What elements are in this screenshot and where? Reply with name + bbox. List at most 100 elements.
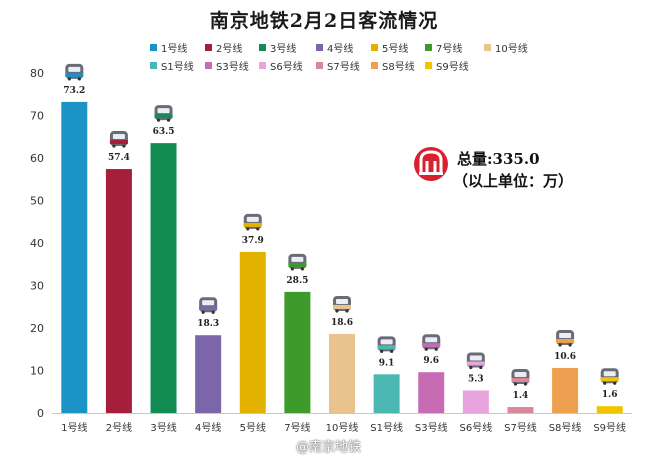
legend-swatch xyxy=(259,44,266,51)
bar-group: 18.6 xyxy=(329,295,355,413)
y-tick-label: 40 xyxy=(30,237,44,250)
chart-title: 南京地铁2月2日客流情况 xyxy=(209,10,439,32)
x-tick-label: 3号线 xyxy=(150,421,176,434)
x-tick-label: S1号线 xyxy=(370,421,403,434)
legend-label: S7号线 xyxy=(327,60,360,73)
legend-label: S8号线 xyxy=(382,60,415,73)
train-icon xyxy=(154,105,173,122)
legend-item: 7号线 xyxy=(425,42,462,55)
y-tick-label: 30 xyxy=(30,280,44,293)
nanjing-metro-logo xyxy=(414,147,448,181)
train-icon xyxy=(109,131,128,148)
legend-swatch xyxy=(484,44,491,51)
x-tick-label: S8号线 xyxy=(549,421,582,434)
legend-item: 3号线 xyxy=(259,42,296,55)
bar-group: 9.6 xyxy=(418,334,445,413)
x-tick-label: S9号线 xyxy=(593,421,626,434)
y-tick-label: 20 xyxy=(30,322,44,335)
legend-label: 1号线 xyxy=(161,42,187,55)
bar xyxy=(329,333,355,413)
legend-swatch xyxy=(150,62,157,69)
legend-item: S1号线 xyxy=(150,60,194,73)
legend-swatch xyxy=(150,44,157,51)
train-icon xyxy=(333,295,351,313)
bar-group: 73.2 xyxy=(61,63,88,414)
legend-label: 3号线 xyxy=(270,42,296,55)
value-label: 57.4 xyxy=(108,153,130,163)
bar-group: 10.6 xyxy=(552,329,579,413)
bar xyxy=(418,372,445,413)
bar xyxy=(462,390,489,413)
legend-label: 5号线 xyxy=(382,42,408,55)
x-tick-label: 4号线 xyxy=(195,421,221,434)
legend-swatch xyxy=(316,44,323,51)
value-label: 37.9 xyxy=(242,236,264,246)
legend-label: S1号线 xyxy=(161,60,194,73)
value-label: 9.1 xyxy=(379,358,395,368)
x-tick-label: S3号线 xyxy=(415,421,448,434)
y-tick-label: 0 xyxy=(37,407,44,420)
legend-label: 4号线 xyxy=(327,42,353,55)
legend-swatch xyxy=(425,62,432,69)
bar-group: 18.3 xyxy=(195,297,222,413)
x-tick-label: 10号线 xyxy=(326,421,359,434)
legend-swatch xyxy=(425,44,432,51)
value-label: 73.2 xyxy=(63,86,85,96)
bar xyxy=(507,407,534,413)
legend-item: 10号线 xyxy=(484,42,528,55)
bar xyxy=(552,367,579,413)
train-icon xyxy=(199,297,218,314)
x-tick-label: 2号线 xyxy=(106,421,132,434)
legend-item: S3号线 xyxy=(205,60,249,73)
train-icon xyxy=(556,329,575,347)
bar-group: 57.4 xyxy=(105,131,132,413)
value-label: 63.5 xyxy=(153,127,175,137)
bar-group: 5.3 xyxy=(462,352,489,413)
y-tick-label: 60 xyxy=(30,152,44,165)
value-label: 18.3 xyxy=(197,319,219,329)
value-label: 5.3 xyxy=(468,374,484,384)
y-tick-label: 70 xyxy=(30,110,44,123)
bar-group: 37.9 xyxy=(239,213,266,413)
x-tick-label: S7号线 xyxy=(504,421,537,434)
x-tick-label: 1号线 xyxy=(61,421,87,434)
y-tick-label: 10 xyxy=(30,365,44,378)
legend-item: 2号线 xyxy=(205,42,242,55)
legend-label: 2号线 xyxy=(216,42,242,55)
x-axis: 1号线 2号线 3号线 4号线 5号线 7号线 10号线 S1号线 S3号线 S6号线 S7号线 S8… xyxy=(61,421,626,434)
legend-swatch xyxy=(371,62,378,69)
legend-item: 4号线 xyxy=(316,42,353,55)
bar-group: 28.5 xyxy=(284,253,311,413)
train-icon xyxy=(288,253,307,271)
value-label: 10.6 xyxy=(554,352,576,362)
train-icon xyxy=(65,63,84,81)
bar-group: 1.6 xyxy=(596,368,623,413)
legend-swatch xyxy=(316,62,323,69)
bar-group: 9.1 xyxy=(373,336,400,413)
legend-label: S6号线 xyxy=(270,60,303,73)
bars: 73.2 57.4 63.5 18.3 37.9 28.5 18.6 9.1 9.6 5.3 1.4… xyxy=(61,63,623,414)
bar-group: 1.4 xyxy=(507,369,534,413)
train-icon xyxy=(422,334,441,351)
train-icon xyxy=(511,369,530,386)
x-tick-label: S6号线 xyxy=(459,421,492,434)
value-label: 18.6 xyxy=(331,318,353,328)
legend-item: 1号线 xyxy=(150,42,187,55)
bar xyxy=(373,374,400,413)
train-icon xyxy=(600,368,619,385)
legend-label: S9号线 xyxy=(436,60,469,73)
bar xyxy=(61,101,88,414)
legend-label: 7号线 xyxy=(436,42,462,55)
train-icon xyxy=(377,336,396,353)
y-tick-label: 50 xyxy=(30,195,44,208)
legend-item: S6号线 xyxy=(259,60,303,73)
value-label: 28.5 xyxy=(286,276,308,286)
unit-note: （以上单位：万） xyxy=(453,172,574,190)
weibo-watermark: @南京地铁 xyxy=(296,440,362,455)
x-tick-label: 5号线 xyxy=(240,421,266,434)
bar xyxy=(105,169,132,413)
value-label: 1.4 xyxy=(513,391,529,401)
total-summary: 总量:335.0 （以上单位：万） xyxy=(453,148,573,192)
